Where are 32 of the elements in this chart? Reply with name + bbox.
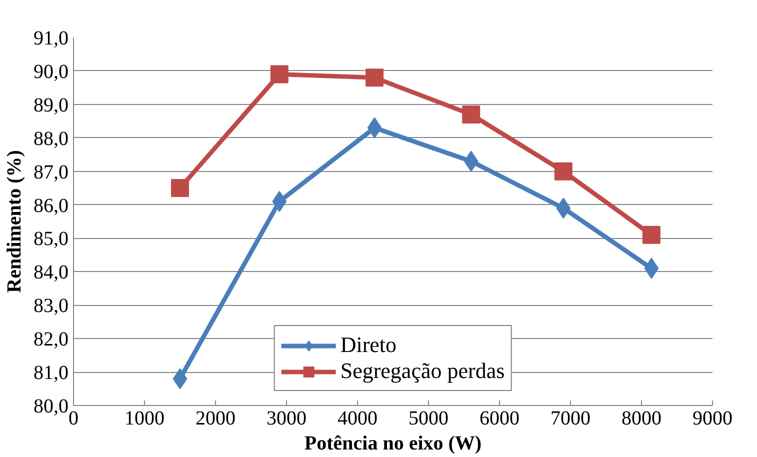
y-tick-label: 83,0 bbox=[34, 295, 68, 318]
y-tick-label: 80,0 bbox=[34, 396, 68, 418]
y-axis-title: Rendimento (%) bbox=[4, 150, 26, 293]
x-tick-label: 3000 bbox=[266, 408, 306, 430]
y-tick-label: 88,0 bbox=[34, 128, 68, 150]
x-tick-label: 7000 bbox=[550, 408, 590, 430]
point bbox=[554, 162, 572, 180]
x-axis-title: Potência no eixo (W) bbox=[304, 432, 482, 454]
y-tick-label: 86,0 bbox=[34, 194, 68, 217]
y-tick-label: 84,0 bbox=[34, 262, 68, 284]
x-tick-label: 2000 bbox=[196, 408, 236, 430]
y-tick-label: 89,0 bbox=[34, 94, 68, 116]
y-tick-label: 87,0 bbox=[34, 161, 68, 184]
x-tick-label: 4000 bbox=[338, 408, 378, 430]
y-tick-label: 82,0 bbox=[34, 328, 68, 351]
x-tick-label: 5000 bbox=[408, 408, 448, 430]
point bbox=[366, 68, 384, 87]
y-tick-label: 91,0 bbox=[34, 28, 68, 50]
point bbox=[462, 105, 480, 124]
point bbox=[270, 65, 288, 84]
point bbox=[642, 226, 660, 244]
legend-label: Direto bbox=[340, 332, 397, 358]
x-tick-label: 1000 bbox=[124, 408, 164, 430]
x-tick-label: 9000 bbox=[692, 408, 732, 430]
legend-label: Segregação perdas bbox=[340, 358, 505, 384]
x-tick-label: 6000 bbox=[480, 408, 520, 430]
point bbox=[171, 179, 189, 198]
y-tick-label: 81,0 bbox=[34, 362, 68, 384]
x-tick-label: 8000 bbox=[622, 408, 662, 430]
x-tick-label: 0 bbox=[68, 408, 78, 430]
y-tick-label: 90,0 bbox=[34, 60, 68, 83]
y-tick-label: 85,0 bbox=[34, 228, 68, 250]
